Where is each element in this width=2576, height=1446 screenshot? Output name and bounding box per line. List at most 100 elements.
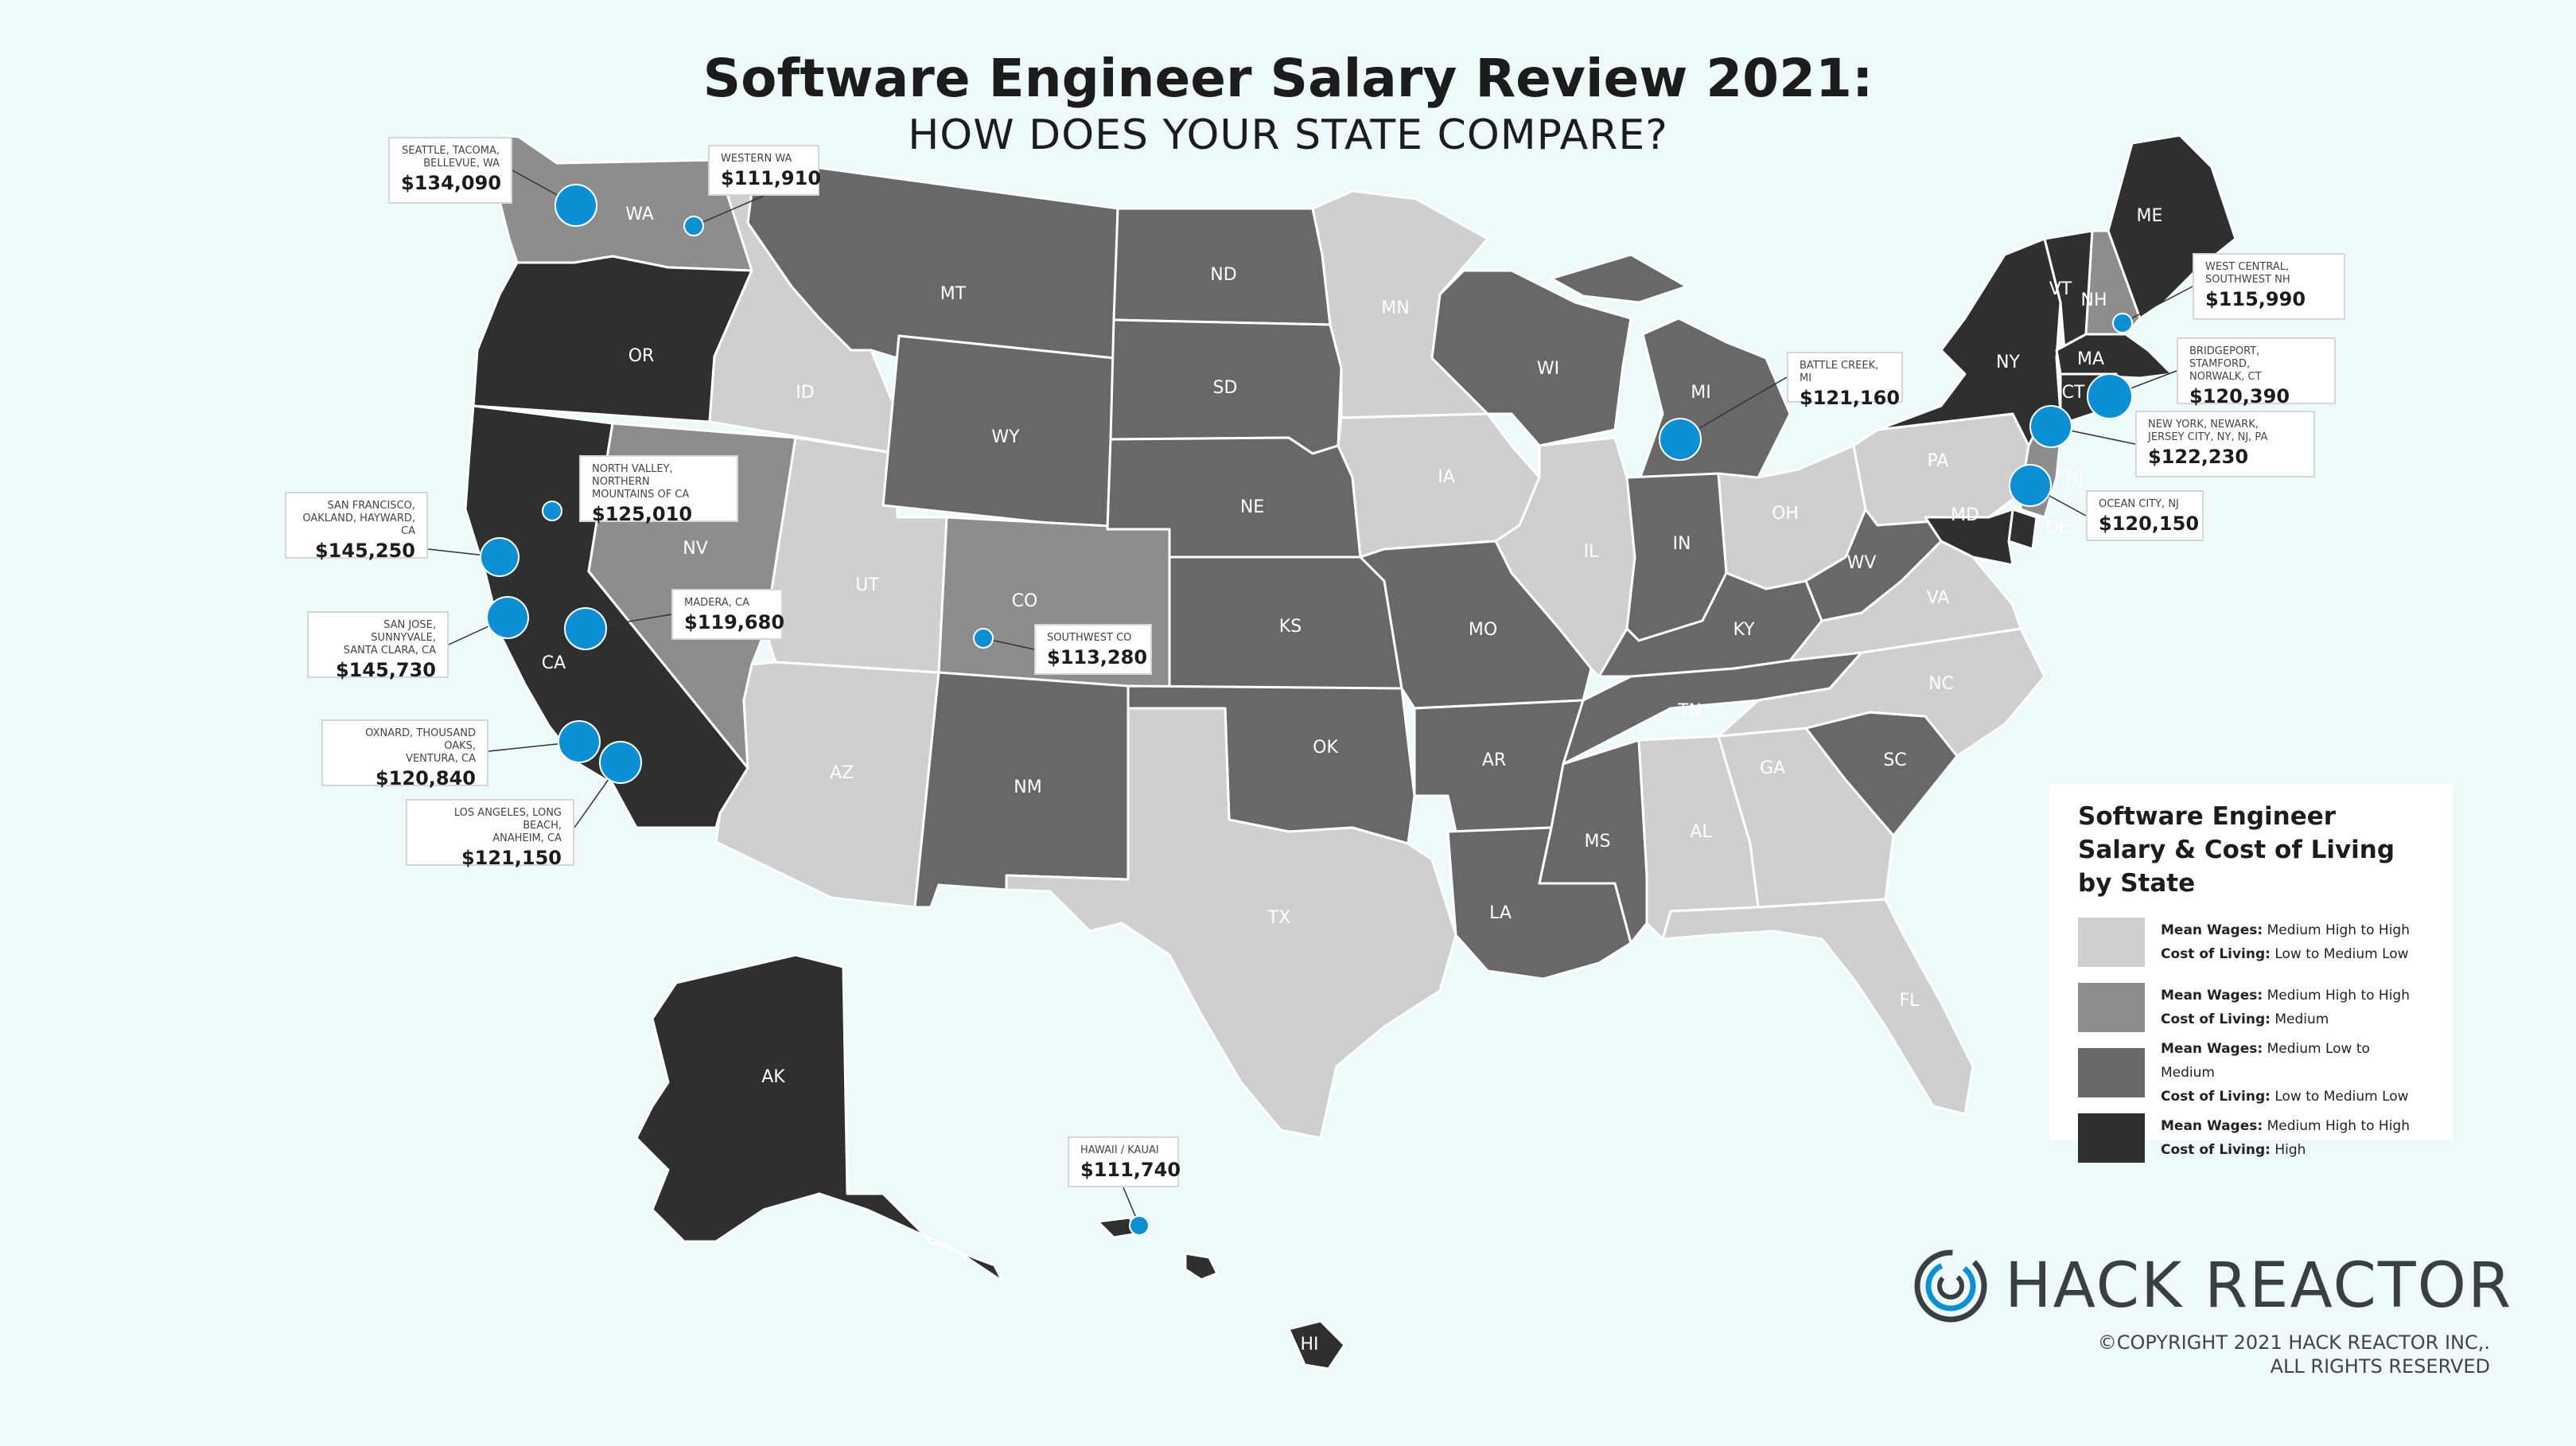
salary-dot-bridgeport[interactable] [2087,373,2133,419]
state-MD[interactable] [1924,508,2014,567]
state-label-MA: MA [2077,349,2104,369]
state-label-IL: IL [1584,542,1599,562]
legend-wages-label: Mean Wages: [2161,922,2263,938]
callout-value: $115,990 [2205,288,2306,310]
state-label-KY: KY [1733,620,1755,640]
state-NY[interactable] [1876,237,2062,447]
state-label-KS: KS [1279,617,1302,637]
state-TX[interactable] [1005,707,1457,1140]
state-label-SD: SD [1213,378,1238,398]
state-label-TX: TX [1267,908,1291,928]
hack-reactor-logo-icon [1914,1249,1987,1323]
legend-cost-value: Low to Medium Low [2274,1089,2409,1105]
page-subtitle: HOW DOES YOUR STATE COMPARE? [908,111,1668,159]
state-OR[interactable] [472,255,753,423]
state-label-VT: VT [2049,279,2072,299]
state-label-SC: SC [1883,750,1906,770]
page-title: Software Engineer Salary Review 2021: [702,48,1874,109]
callout-value: $119,680 [684,611,785,633]
state-label-NJ: NJ [2066,467,2084,487]
callout-bridgeport: BRIDGEPORT, STAMFORD, NORWALK, CT $120,3… [2177,337,2336,407]
callout-location: HAWAII / KAUAI [1080,1144,1159,1156]
salary-dot-san-francisco[interactable] [480,537,519,577]
salary-dots [480,184,2133,1236]
state-FL[interactable] [1661,898,1975,1116]
salary-dot-san-jose[interactable] [486,596,529,639]
salary-dot-ocean-city[interactable] [2009,464,2052,507]
legend-wages-label: Mean Wages: [2161,988,2263,1004]
callout-value: $145,730 [335,659,436,681]
state-label-NE: NE [1240,497,1264,517]
legend-wages-label: Mean Wages: [2161,1118,2263,1134]
salary-dot-western-wa[interactable] [683,216,704,236]
legend: Software Engineer Salary & Cost of Livin… [2049,784,2453,1163]
state-AK[interactable] [635,953,1004,1283]
state-ME[interactable] [2107,134,2237,320]
copyright: ©COPYRIGHT 2021 HACK REACTOR INC,. ALL R… [2098,1331,2490,1378]
salary-dot-southwest-co[interactable] [973,628,994,649]
callout-madera: MADERA, CA $119,680 [671,589,785,640]
callout-value: $111,740 [1080,1159,1181,1181]
salary-dot-hawaii[interactable] [1129,1215,1150,1236]
state-label-OK: OK [1313,738,1338,758]
salary-dot-los-angeles[interactable] [599,741,642,784]
legend-wages-value: Medium High to High [2267,1118,2410,1134]
state-label-IN: IN [1673,534,1691,554]
legend-item: Mean Wages: Medium High to High Cost of … [2078,918,2425,967]
callout-leader-line [693,195,765,227]
callout-north-valley: NORTH VALLEY, NORTHERN MOUNTAINS OF CA $… [579,455,738,525]
copyright-line: ALL RIGHTS RESERVED [2270,1355,2490,1378]
legend-item: Mean Wages: Medium Low to Medium Cost of… [2078,1041,2425,1105]
callout-value: $120,390 [2189,385,2290,407]
callout-san-jose: SAN JOSE, SUNNYVALE, SANTA CLARA, CA $14… [307,611,449,681]
salary-dot-oxnard[interactable] [558,720,601,763]
legend-cost-label: Cost of Living: [2161,1142,2271,1158]
callout-southwest-co: SOUTHWEST CO $113,280 [1034,624,1152,675]
legend-item: Mean Wages: Medium High to High Cost of … [2078,1113,2425,1163]
callout-location: NEW YORK, NEWARK, JERSEY CITY, NY, NJ, P… [2148,419,2268,443]
state-MA[interactable] [2055,333,2173,380]
state-label-VA: VA [1927,588,1950,608]
callout-location: BRIDGEPORT, STAMFORD, NORWALK, CT [2189,345,2262,383]
state-label-NY: NY [1996,353,2020,372]
state-label-HI: HI [1300,1335,1318,1354]
brand-name: HACK REACTOR [2005,1250,2513,1322]
salary-dot-battle-creek[interactable] [1659,418,1702,461]
salary-dot-madera[interactable] [564,607,607,650]
legend-cost-label: Cost of Living: [2161,1011,2271,1027]
callout-new-york: NEW YORK, NEWARK, JERSEY CITY, NY, NJ, P… [2135,411,2315,477]
callout-west-central-nh: WEST CENTRAL, SOUTHWEST NH $115,990 [2193,253,2345,320]
state-label-MD: MD [1951,505,1979,525]
legend-swatch-tier-4 [2078,1113,2145,1163]
callout-seattle: SEATTLE, TACOMA, BELLEVUE, WA $134,090 [388,137,512,204]
salary-dot-seattle[interactable] [555,184,597,227]
salary-dot-north-valley[interactable] [542,501,562,521]
salary-dot-west-central-nh[interactable] [2112,313,2133,333]
state-NH[interactable] [2084,229,2142,336]
callout-oxnard: OXNARD, THOUSAND OAKS, VENTURA, CA $120,… [321,719,488,789]
state-labels: WA OR CA ID NV UT AZ MT WY CO NM ND SD NE KS OK TX MN IA MO… [542,205,2163,1354]
legend-swatch-tier-1 [2078,918,2145,967]
callout-value: $111,910 [721,167,822,189]
state-MI[interactable] [1550,253,1792,483]
state-label-AZ: AZ [830,763,854,783]
callout-leader-line [2122,286,2193,324]
state-label-DE: DE [2045,518,2070,538]
callout-value: $145,250 [314,540,415,562]
state-label-OR: OR [628,346,655,366]
state-label-MT: MT [940,284,967,304]
state-label-ND: ND [1210,265,1236,285]
legend-cost-label: Cost of Living: [2161,946,2271,962]
state-NC[interactable] [1717,627,2046,758]
state-label-FL: FL [1900,991,1920,1011]
salary-dot-new-york[interactable] [2029,405,2072,448]
callout-battle-creek: BATTLE CREEK, MI $121,160 [1787,352,1903,409]
callout-value: $125,010 [592,503,693,525]
legend-wages-value: Medium Low to Medium [2161,1041,2370,1081]
legend-wages-value: Medium High to High [2267,922,2410,938]
callout-hawaii: HAWAII / KAUAI $111,740 [1068,1136,1181,1187]
state-label-NM: NM [1014,778,1041,797]
state-label-ME: ME [2137,206,2163,226]
callout-value: $121,150 [461,847,562,869]
state-AZ[interactable] [714,661,940,909]
